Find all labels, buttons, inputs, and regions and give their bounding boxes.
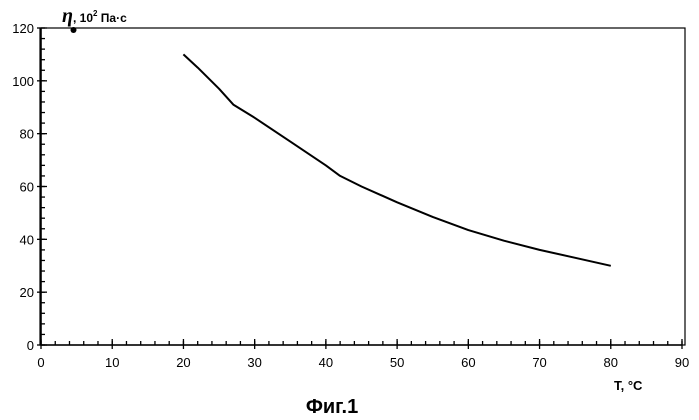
x-tick-label: 90 — [675, 355, 689, 370]
x-tick-label: 60 — [461, 355, 475, 370]
y-axis-label-symbol: η — [62, 5, 73, 27]
y-axis-label-marker — [71, 27, 77, 33]
y-tick-label: 100 — [12, 74, 34, 89]
x-tick-label: 0 — [37, 355, 44, 370]
y-tick-label: 0 — [27, 338, 34, 353]
x-axis-ticks: 0 10 20 30 40 50 60 70 80 90 — [37, 339, 689, 370]
x-tick-label: 30 — [247, 355, 261, 370]
y-tick-label: 60 — [20, 180, 34, 195]
y-axis-label: η, 102 Па·с — [62, 5, 127, 27]
x-tick-label: 80 — [604, 355, 618, 370]
y-tick-label: 80 — [20, 127, 34, 142]
series-group — [183, 54, 610, 265]
x-axis-label: Т, °С — [614, 378, 643, 393]
figure-caption: Фиг.1 — [306, 396, 358, 418]
y-tick-label: 40 — [20, 232, 34, 247]
x-tick-label: 70 — [532, 355, 546, 370]
viscosity-curve — [183, 54, 610, 265]
x-tick-label: 50 — [390, 355, 404, 370]
y-axis-label-unit: Па·с — [97, 11, 127, 25]
y-axis-label-prefix: , 10 — [73, 11, 93, 25]
x-tick-label: 10 — [105, 355, 119, 370]
x-tick-label: 40 — [319, 355, 333, 370]
y-tick-label: 20 — [20, 285, 34, 300]
x-tick-label: 20 — [176, 355, 190, 370]
y-tick-label: 120 — [12, 21, 34, 36]
